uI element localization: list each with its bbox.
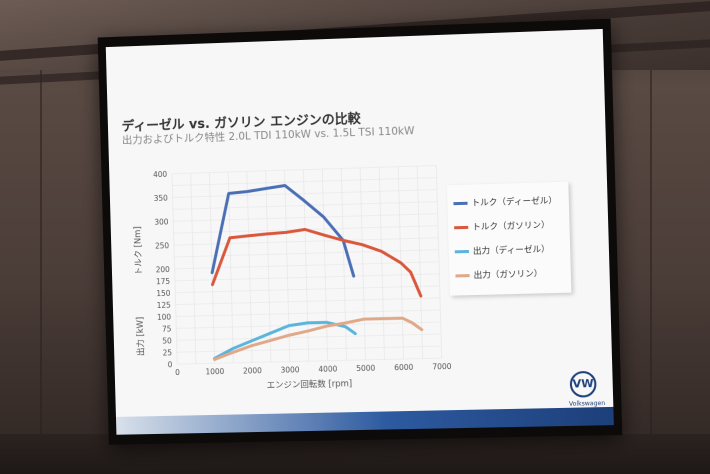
grid-line — [172, 178, 436, 186]
y-tick-label: 0 — [168, 360, 173, 369]
legend-label: 出力（ディーゼル） — [473, 243, 550, 257]
x-tick-label: 4000 — [318, 364, 337, 373]
grid-line — [173, 190, 437, 198]
x-tick-label: 0 — [175, 368, 180, 377]
legend-swatch — [453, 201, 467, 204]
y-tick-label: 300 — [154, 217, 169, 226]
x-tick-label: 3000 — [280, 365, 299, 374]
y-tick-label: 100 — [157, 313, 172, 322]
legend-swatch — [454, 225, 468, 228]
y-axis-label-power: 出力 [kW] — [135, 317, 146, 356]
wall-panel — [650, 70, 652, 474]
legend-item-torque-diesel: トルク（ディーゼル） — [453, 194, 557, 209]
legend-label: 出力（ガソリン） — [473, 267, 542, 281]
y-tick-label: 175 — [156, 277, 171, 286]
grid-line — [175, 286, 439, 293]
y-tick-label: 350 — [154, 194, 169, 203]
y-tick-label: 25 — [163, 348, 173, 357]
x-tick-label: 7000 — [432, 362, 452, 372]
grid-line — [176, 298, 440, 305]
grid-line — [174, 250, 438, 257]
series-line-1 — [211, 226, 421, 301]
grid-line — [176, 310, 440, 316]
y-tick-label: 75 — [162, 324, 172, 333]
y-tick-label: 50 — [162, 336, 172, 345]
y-tick-label: 400 — [153, 170, 168, 179]
y-tick-label: 200 — [156, 265, 171, 274]
x-tick-label: 6000 — [394, 363, 414, 373]
legend-swatch — [455, 274, 469, 277]
y-tick-label: 250 — [155, 241, 170, 250]
projection-screen-frame: ディーゼル vs. ガソリン エンジンの比較 出力およびトルク特性 2.0L T… — [98, 19, 623, 445]
legend-swatch — [455, 249, 469, 252]
legend-label: トルク（ガソリン） — [472, 219, 550, 233]
grid-line — [177, 334, 441, 340]
x-axis-label: エンジン回転数 [rpm] — [267, 378, 353, 390]
legend-label: トルク（ディーゼル） — [471, 194, 557, 209]
legend-item-torque-gasoline: トルク（ガソリン） — [454, 219, 550, 234]
y-axis-label-torque: トルク [Nm] — [132, 226, 143, 275]
logo-text: Volkswagen — [569, 400, 605, 408]
wall-panel — [40, 70, 42, 474]
grid-line — [177, 346, 441, 352]
grid-line — [174, 238, 438, 245]
x-tick-label: 1000 — [205, 367, 224, 376]
y-tick-label: 125 — [157, 301, 172, 310]
grid-line — [172, 166, 436, 174]
x-tick-label: 2000 — [243, 366, 262, 375]
projection-screen: ディーゼル vs. ガソリン エンジンの比較 出力およびトルク特性 2.0L T… — [106, 29, 614, 435]
y-tick-label: 150 — [156, 289, 171, 298]
legend-item-power-diesel: 出力（ディーゼル） — [455, 243, 550, 258]
x-tick-label: 5000 — [356, 364, 376, 373]
chart-legend: トルク（ディーゼル） トルク（ガソリン） 出力（ディーゼル） 出力（ガソリン） — [447, 182, 571, 296]
grid-line — [173, 214, 437, 222]
legend-item-power-gasoline: 出力（ガソリン） — [455, 267, 542, 281]
